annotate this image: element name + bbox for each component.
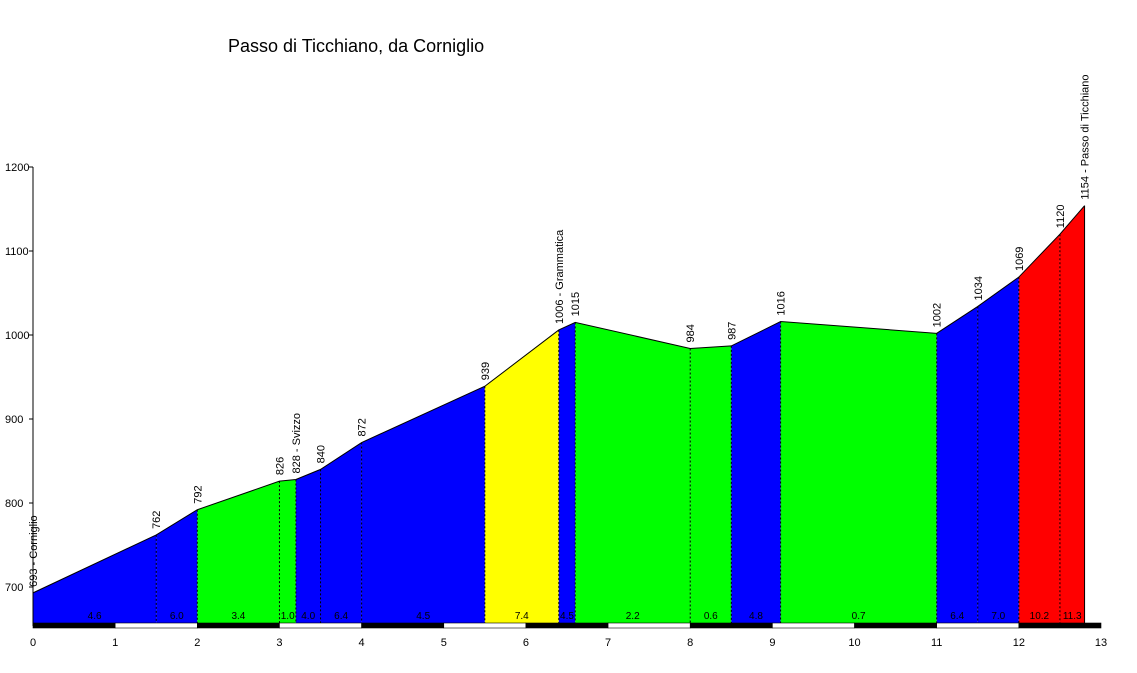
x-axis-bar-segment (525, 622, 609, 629)
gradient-segment (690, 345, 732, 623)
x-axis-bar-segment (854, 622, 937, 629)
profile-line (32, 205, 1085, 594)
point-label: 984 (685, 324, 697, 342)
gradient-segments (33, 205, 1085, 623)
gradient-label: 6.4 (334, 611, 348, 622)
x-tick-label: 0 (30, 637, 36, 649)
point-label: 1154 - Passo di Ticchiano (1080, 74, 1092, 199)
gradient-segment (977, 277, 1019, 623)
point-label: 828 - Svizzo (291, 413, 303, 474)
gradient-segment (558, 322, 576, 623)
point-label: 939 (480, 362, 492, 380)
y-tick-label: 1000 (5, 330, 29, 342)
gradient-label: 4.6 (88, 611, 102, 622)
x-tick-label: 9 (769, 637, 775, 649)
y-tick-label: 1100 (5, 246, 29, 258)
point-label: 840 (316, 445, 328, 463)
x-tick-label: 2 (194, 637, 200, 649)
point-label: 987 (726, 322, 738, 340)
gradient-label: 4.8 (749, 611, 763, 622)
gradient-label: 4.5 (560, 611, 574, 622)
gradient-segment (1018, 234, 1060, 623)
point-label: 1002 (932, 303, 944, 327)
gradient-label: 1.0 (281, 611, 295, 622)
point-label: 762 (151, 511, 163, 529)
gradient-segment (320, 442, 362, 623)
x-axis-bar-segment (114, 622, 198, 629)
gradient-label: 2.2 (626, 611, 640, 622)
x-tick-label: 6 (523, 637, 529, 649)
point-label: 1006 - Grammatica (554, 229, 566, 324)
point-label: 1016 (776, 291, 788, 315)
gradient-segment (295, 469, 321, 623)
point-label: 872 (357, 418, 369, 436)
x-axis-bar-segment (689, 622, 773, 629)
gradient-label: 7.0 (991, 611, 1005, 622)
x-tick-label: 5 (441, 637, 447, 649)
gradient-label: 0.6 (704, 611, 718, 622)
gradient-label: 11.3 (1063, 611, 1082, 622)
gradient-segment (575, 322, 691, 623)
profile-outline (32, 205, 1086, 623)
x-axis-bar-segment (361, 622, 445, 629)
gradient-segment (156, 509, 198, 623)
gradient-label: 10.2 (1030, 611, 1050, 622)
point-label: 1034 (973, 276, 985, 300)
x-tick-label: 1 (112, 637, 118, 649)
x-tick-label: 3 (276, 637, 282, 649)
x-axis-bar-segment (1018, 622, 1102, 629)
x-tick-label: 10 (848, 637, 860, 649)
y-tick-label: 800 (5, 498, 23, 510)
gradient-label: 0.7 (852, 611, 866, 622)
gradient-segment (731, 321, 781, 623)
gradient-label: 6.4 (950, 611, 964, 622)
x-axis-bar-segment (443, 622, 527, 629)
gradient-label: 6.0 (170, 611, 184, 622)
gradient-segment (33, 534, 157, 623)
gradient-segment (197, 481, 280, 623)
x-tick-label: 12 (1013, 637, 1025, 649)
chart-title: Passo di Ticchiano, da Corniglio (228, 36, 484, 56)
point-label: 1015 (570, 292, 582, 316)
x-axis-bar-segment (197, 622, 280, 629)
point-label: 693 - Corniglio (28, 515, 40, 587)
point-label: 826 (274, 457, 286, 475)
y-tick-label: 1200 (5, 162, 29, 174)
gradient-segment (936, 306, 978, 623)
point-label: 792 (192, 485, 204, 503)
gradient-label: 7.4 (515, 611, 529, 622)
segment-dividers (155, 234, 1061, 623)
y-tick-label: 700 (5, 582, 23, 594)
y-tick-label: 900 (5, 414, 23, 426)
x-axis-bar-segment (772, 622, 855, 629)
x-axis-bar-segment (279, 622, 362, 629)
axes (29, 166, 1102, 629)
point-label: 1069 (1014, 247, 1026, 271)
gradient-segment (484, 329, 559, 623)
point-label: 1120 (1055, 205, 1067, 229)
x-axis-bar-segment (607, 622, 691, 629)
gradient-label: 4.0 (301, 611, 315, 622)
x-axis-bar-segment (32, 622, 116, 629)
gradient-segment (1059, 205, 1085, 623)
x-tick-label: 8 (687, 637, 693, 649)
x-axis-bar-segment (936, 622, 1020, 629)
x-tick-label: 4 (359, 637, 365, 649)
gradient-segment (780, 321, 937, 623)
x-tick-label: 13 (1095, 637, 1107, 649)
gradient-label: 3.4 (231, 611, 245, 622)
gradient-segment (279, 479, 296, 623)
point-labels: 693 - Corniglio 762 792 826 828 - Svizzo 840 8… (28, 74, 1092, 586)
gradient-label: 4.5 (416, 611, 430, 622)
gradient-segment (361, 386, 485, 623)
gradient-labels: 4.6 6.0 3.4 1.0 4.0 6.4 4.5 7.4 4.5 2.2 0.6 4.8 0.7 6… (88, 611, 1082, 622)
x-tick-label: 11 (931, 637, 942, 649)
x-tick-label: 7 (605, 637, 611, 649)
